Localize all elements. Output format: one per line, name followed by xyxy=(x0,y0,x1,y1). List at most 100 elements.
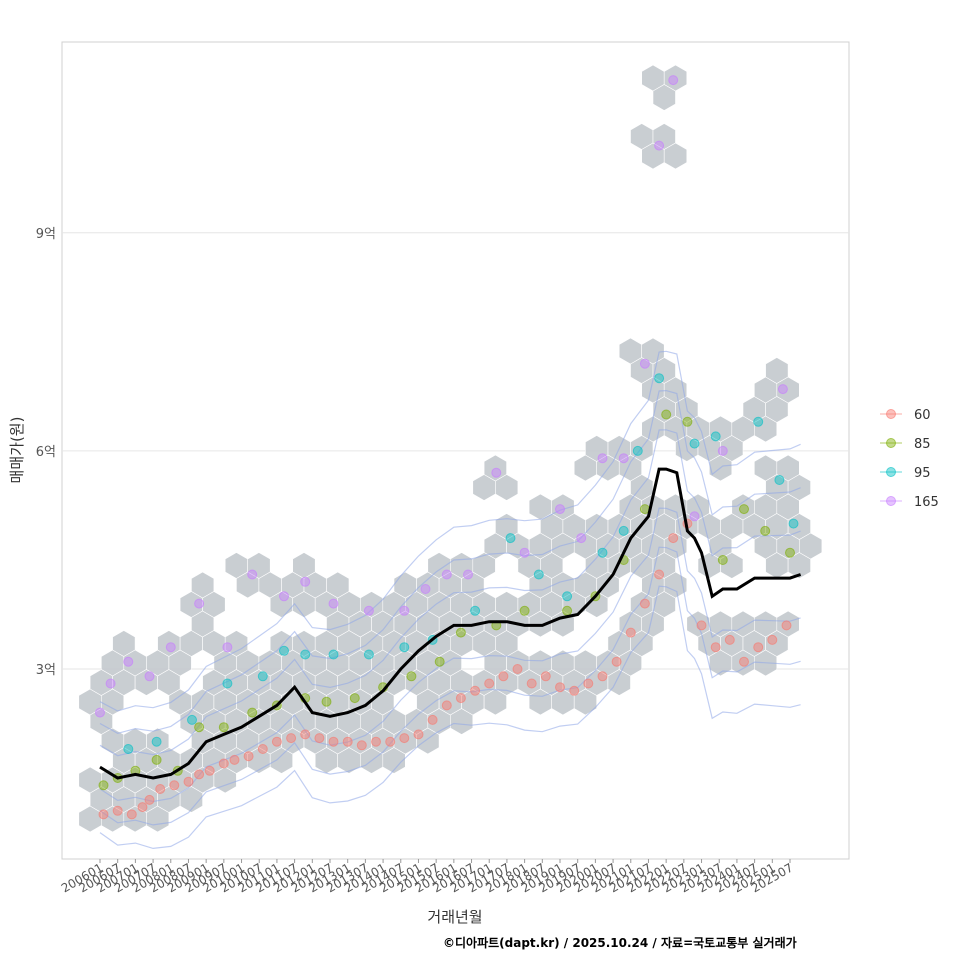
hex-cell xyxy=(787,513,811,540)
point-165 xyxy=(576,533,587,544)
point-60 xyxy=(512,664,523,674)
point-165 xyxy=(717,445,728,456)
point-60 xyxy=(399,733,410,744)
point-60 xyxy=(98,809,109,820)
hex-cell xyxy=(472,552,496,579)
legend-label: 85 xyxy=(914,437,931,452)
point-60 xyxy=(271,736,282,747)
point-60 xyxy=(243,751,254,762)
point-165 xyxy=(144,671,155,682)
point-85 xyxy=(434,656,445,667)
point-85 xyxy=(247,707,258,718)
point-165 xyxy=(618,453,629,464)
point-60 xyxy=(328,736,339,747)
point-60 xyxy=(218,758,229,769)
contour-line xyxy=(99,429,801,757)
point-95 xyxy=(710,431,721,442)
point-165 xyxy=(95,707,105,718)
point-60 xyxy=(555,682,565,693)
point-60 xyxy=(169,780,180,791)
y-tick-label: 3억 xyxy=(36,663,56,678)
point-60 xyxy=(540,671,551,682)
contour-line xyxy=(99,350,801,712)
point-60 xyxy=(112,805,123,816)
point-60 xyxy=(126,809,137,820)
scatter-points xyxy=(95,75,799,820)
point-165 xyxy=(555,504,565,515)
point-85 xyxy=(519,605,530,616)
point-95 xyxy=(328,649,339,660)
hex-cell xyxy=(652,84,676,111)
point-60 xyxy=(385,736,396,747)
point-85 xyxy=(151,754,162,765)
point-60 xyxy=(498,671,509,682)
point-95 xyxy=(363,649,374,660)
point-60 xyxy=(710,642,721,653)
point-85 xyxy=(785,547,795,558)
point-165 xyxy=(639,358,650,369)
point-95 xyxy=(279,645,289,656)
point-165 xyxy=(463,569,473,580)
trend-line xyxy=(99,467,802,780)
point-60 xyxy=(286,733,297,744)
legend-key-165 xyxy=(886,496,896,506)
point-165 xyxy=(399,605,410,616)
point-95 xyxy=(597,547,608,558)
point-60 xyxy=(342,736,353,747)
contour-line xyxy=(99,389,801,734)
point-95 xyxy=(222,678,233,689)
point-60 xyxy=(137,802,148,813)
point-95 xyxy=(533,569,544,580)
source-note: ©디아파트(dapt.kr) / 2025.10.24 / 자료=국토교통부 실… xyxy=(443,936,797,950)
point-165 xyxy=(279,591,289,602)
point-165 xyxy=(420,584,431,594)
y-axis-title: 매매가(원) xyxy=(8,417,26,484)
contour-line xyxy=(99,546,801,826)
hexbin-layer xyxy=(78,64,823,833)
y-tick-label: 9억 xyxy=(36,227,56,242)
point-95 xyxy=(753,416,764,427)
point-165 xyxy=(519,547,530,558)
hex-cell xyxy=(213,688,237,716)
point-95 xyxy=(618,525,629,536)
legend-key-95 xyxy=(886,467,896,477)
point-165 xyxy=(123,656,134,667)
point-60 xyxy=(314,733,325,744)
point-95 xyxy=(654,373,665,384)
point-85 xyxy=(760,525,771,536)
density-contours xyxy=(99,350,801,850)
legend-label: 95 xyxy=(914,466,931,481)
hex-cell xyxy=(720,552,744,579)
point-165 xyxy=(300,576,311,587)
point-60 xyxy=(696,620,707,631)
hex-cell xyxy=(551,571,575,599)
y-tick-label: 6억 xyxy=(36,445,56,460)
point-165 xyxy=(689,511,700,522)
point-165 xyxy=(441,569,452,580)
point-60 xyxy=(583,678,594,689)
point-60 xyxy=(625,627,636,638)
point-85 xyxy=(406,671,417,682)
point-85 xyxy=(739,504,749,515)
point-60 xyxy=(300,729,311,740)
point-95 xyxy=(632,445,643,456)
contour-line xyxy=(99,507,801,803)
point-60 xyxy=(427,714,438,725)
point-165 xyxy=(491,467,502,478)
point-95 xyxy=(788,518,799,529)
point-95 xyxy=(774,475,785,485)
point-165 xyxy=(328,598,339,609)
point-95 xyxy=(505,533,516,544)
point-95 xyxy=(399,642,410,653)
x-axis-title: 거래년월 xyxy=(427,908,482,926)
point-60 xyxy=(229,754,240,765)
point-60 xyxy=(441,700,452,711)
point-165 xyxy=(105,678,116,689)
point-95 xyxy=(562,591,573,602)
trend-line-group xyxy=(99,467,802,780)
point-165 xyxy=(777,384,788,395)
legend-label: 60 xyxy=(914,408,931,423)
x-axis-ticks: 2006012006072007012007072008012008072009… xyxy=(59,859,796,896)
point-60 xyxy=(639,598,650,609)
